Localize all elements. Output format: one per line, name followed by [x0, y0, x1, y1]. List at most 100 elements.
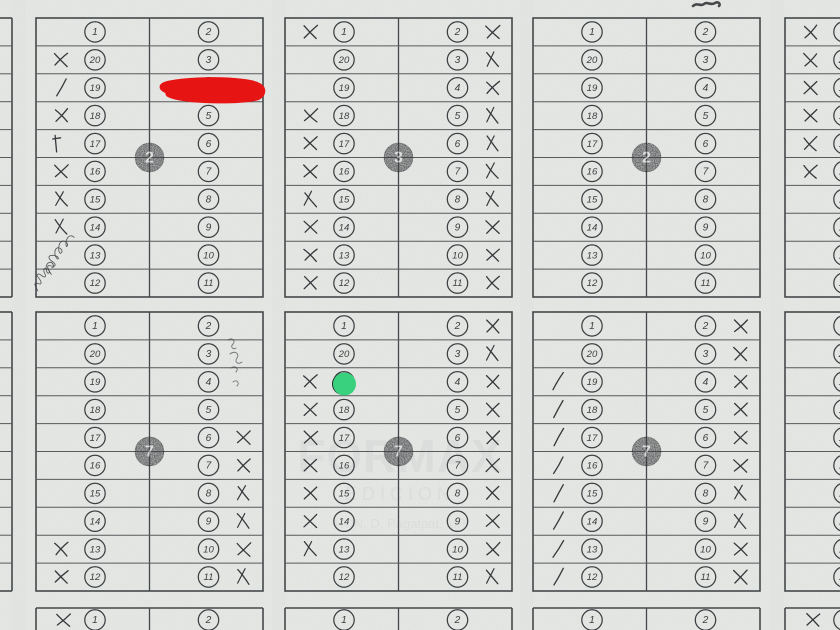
svg-text:19: 19: [587, 83, 598, 94]
svg-text:12: 12: [90, 572, 101, 583]
svg-text:18: 18: [90, 405, 101, 416]
svg-text:16: 16: [339, 167, 350, 178]
svg-text:10: 10: [700, 544, 711, 555]
svg-text:10: 10: [203, 250, 214, 261]
svg-text:13: 13: [90, 250, 101, 261]
svg-text:10: 10: [452, 544, 463, 555]
svg-text:3: 3: [703, 55, 709, 66]
svg-text:15: 15: [587, 195, 598, 206]
svg-text:9: 9: [206, 222, 212, 233]
svg-text:12: 12: [587, 572, 598, 583]
svg-text:4: 4: [455, 377, 461, 388]
svg-text:13: 13: [90, 544, 101, 555]
svg-text:7: 7: [145, 444, 154, 461]
svg-text:9: 9: [703, 517, 709, 528]
svg-text:8: 8: [455, 195, 461, 206]
svg-text:14: 14: [90, 222, 101, 233]
svg-text:1: 1: [589, 615, 595, 626]
svg-text:4: 4: [703, 377, 709, 388]
svg-text:HON. D. Pagatpat, MP: HON. D. Pagatpat, MP: [334, 516, 466, 531]
svg-text:6: 6: [703, 433, 709, 444]
svg-text:15: 15: [90, 489, 101, 500]
svg-text:11: 11: [453, 278, 463, 289]
svg-text:11: 11: [204, 278, 214, 289]
svg-text:9: 9: [206, 517, 212, 528]
svg-text:12: 12: [339, 278, 350, 289]
svg-text:6: 6: [206, 139, 212, 150]
svg-text:18: 18: [587, 111, 598, 122]
svg-text:2: 2: [205, 27, 212, 38]
svg-text:12: 12: [339, 572, 350, 583]
svg-text:2: 2: [205, 615, 212, 626]
svg-text:4: 4: [703, 83, 709, 94]
svg-text:4: 4: [455, 83, 461, 94]
svg-text:13: 13: [587, 250, 598, 261]
svg-text:5: 5: [455, 111, 461, 122]
svg-text:16: 16: [587, 461, 598, 472]
svg-text:20: 20: [89, 349, 101, 360]
svg-text:2: 2: [205, 321, 212, 332]
svg-text:1: 1: [92, 615, 98, 626]
svg-text:2: 2: [454, 27, 461, 38]
svg-text:15: 15: [90, 195, 101, 206]
svg-text:17: 17: [587, 433, 598, 444]
svg-text:14: 14: [90, 517, 101, 528]
svg-text:19: 19: [587, 377, 598, 388]
svg-text:6: 6: [703, 139, 709, 150]
svg-text:18: 18: [90, 111, 101, 122]
svg-text:1: 1: [92, 27, 98, 38]
svg-text:3: 3: [455, 349, 461, 360]
svg-text:3: 3: [206, 349, 212, 360]
svg-text:9: 9: [703, 222, 709, 233]
svg-text:9: 9: [455, 222, 461, 233]
svg-text:11: 11: [701, 278, 711, 289]
svg-text:11: 11: [453, 572, 463, 583]
svg-text:3: 3: [703, 349, 709, 360]
svg-text:3: 3: [455, 55, 461, 66]
svg-text:3: 3: [394, 150, 403, 167]
svg-text:18: 18: [587, 405, 598, 416]
svg-text:2: 2: [702, 27, 709, 38]
svg-text:FORMAX: FORMAX: [297, 430, 502, 482]
svg-text:15: 15: [587, 489, 598, 500]
svg-text:7: 7: [206, 167, 212, 178]
svg-text:17: 17: [90, 139, 101, 150]
svg-text:14: 14: [587, 517, 598, 528]
svg-text:12: 12: [90, 278, 101, 289]
svg-text:2: 2: [702, 615, 709, 626]
svg-text:20: 20: [89, 55, 101, 66]
svg-text:19: 19: [90, 83, 101, 94]
svg-text:1: 1: [589, 27, 595, 38]
svg-text:8: 8: [703, 195, 709, 206]
svg-text:8: 8: [206, 489, 212, 500]
svg-text:13: 13: [587, 544, 598, 555]
svg-text:10: 10: [700, 250, 711, 261]
svg-text:7: 7: [455, 167, 461, 178]
svg-text:11: 11: [701, 572, 711, 583]
svg-text:19: 19: [90, 377, 101, 388]
svg-text:1: 1: [341, 321, 347, 332]
svg-text:18: 18: [339, 111, 350, 122]
svg-text:5: 5: [703, 111, 709, 122]
svg-text:11: 11: [204, 572, 214, 583]
svg-text:16: 16: [587, 167, 598, 178]
svg-text:8: 8: [455, 489, 461, 500]
svg-text:18: 18: [339, 405, 350, 416]
svg-text:2: 2: [454, 615, 461, 626]
svg-text:17: 17: [587, 139, 598, 150]
svg-text:1: 1: [589, 321, 595, 332]
svg-text:12: 12: [587, 278, 598, 289]
svg-text:7: 7: [206, 461, 212, 472]
svg-text:8: 8: [206, 195, 212, 206]
svg-text:5: 5: [703, 405, 709, 416]
svg-text:5: 5: [455, 405, 461, 416]
svg-text:17: 17: [339, 139, 350, 150]
svg-text:20: 20: [338, 349, 350, 360]
svg-text:2: 2: [642, 150, 651, 167]
svg-text:10: 10: [452, 250, 463, 261]
svg-text:13: 13: [339, 544, 350, 555]
svg-text:6: 6: [455, 139, 461, 150]
svg-text:2: 2: [454, 321, 461, 332]
svg-text:6: 6: [206, 433, 212, 444]
svg-text:2: 2: [702, 321, 709, 332]
